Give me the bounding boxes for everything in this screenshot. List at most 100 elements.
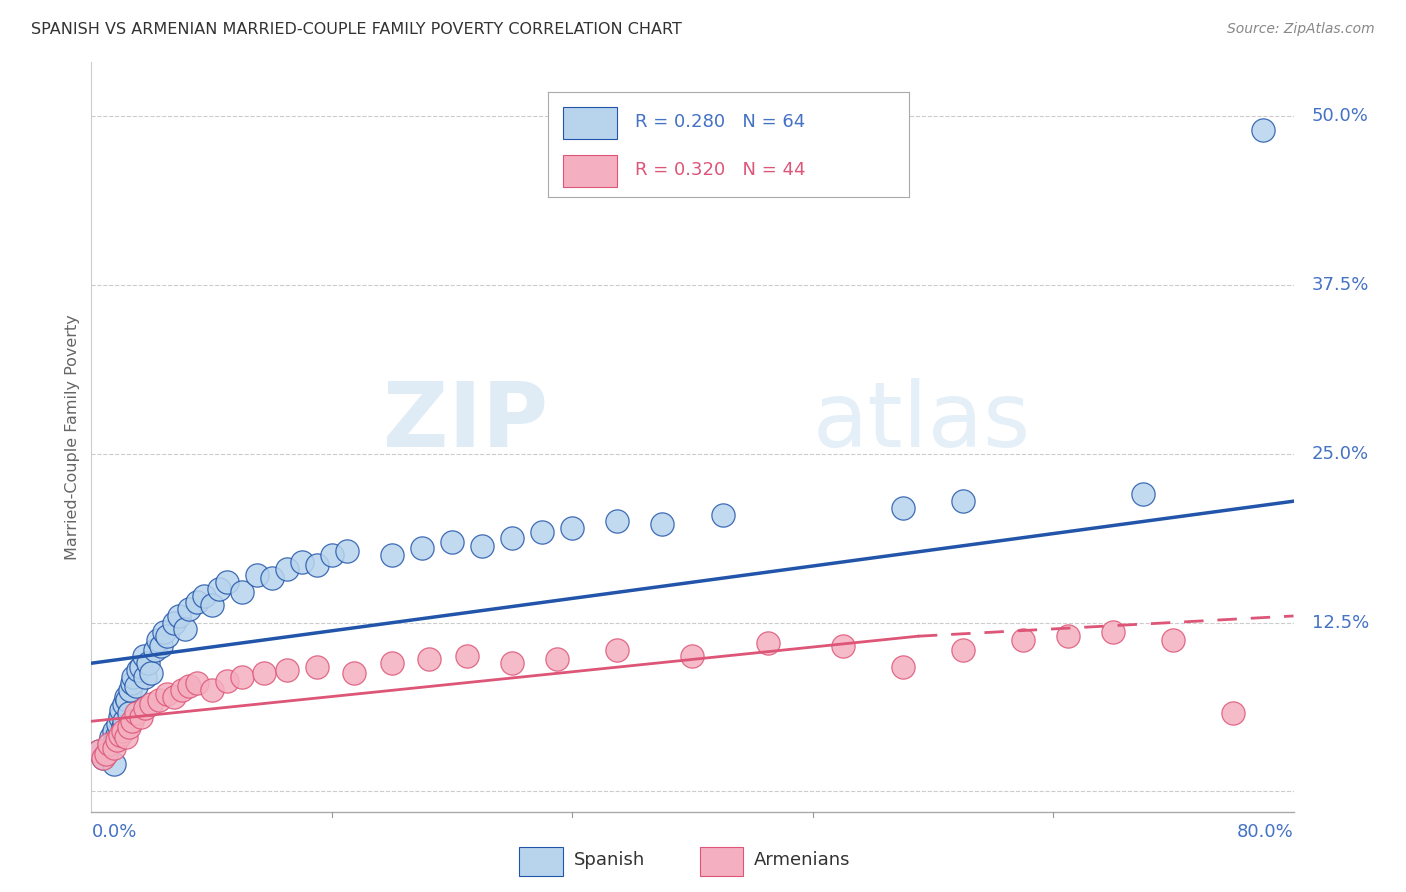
Point [141, 665, 163, 680]
Point [100, 731, 122, 745]
Point [93, 750, 115, 764]
Point [1057, 629, 1080, 643]
Point [111, 723, 134, 738]
Point [681, 649, 703, 664]
Point [381, 548, 404, 562]
Point [440, 534, 463, 549]
Point [305, 558, 328, 572]
Point [148, 692, 170, 706]
Point [134, 700, 156, 714]
Point [118, 706, 141, 721]
Point [215, 575, 238, 590]
Point [108, 710, 131, 724]
Point [651, 517, 673, 532]
Point [129, 710, 152, 724]
Point [163, 615, 186, 630]
Point [146, 633, 169, 648]
Text: 0.0%: 0.0% [91, 822, 136, 840]
Point [891, 500, 914, 515]
Point [155, 629, 177, 643]
Point [105, 733, 128, 747]
Point [208, 582, 231, 596]
Point [411, 541, 433, 556]
Point [132, 649, 155, 664]
Point [1132, 487, 1154, 501]
Point [471, 539, 494, 553]
Point [120, 683, 142, 698]
Point [129, 660, 152, 674]
Point [125, 679, 148, 693]
Point [118, 720, 141, 734]
Point [501, 531, 523, 545]
Point [381, 657, 404, 671]
Point [1102, 625, 1125, 640]
Point [321, 548, 343, 562]
Point [343, 665, 366, 680]
Point [1222, 706, 1244, 721]
Point [143, 642, 166, 657]
Point [98, 737, 121, 751]
Point [122, 670, 145, 684]
Point [291, 555, 314, 569]
Point [276, 663, 298, 677]
Text: Source: ZipAtlas.com: Source: ZipAtlas.com [1227, 22, 1375, 37]
Text: SPANISH VS ARMENIAN MARRIED-COUPLE FAMILY POVERTY CORRELATION CHART: SPANISH VS ARMENIAN MARRIED-COUPLE FAMIL… [31, 22, 682, 37]
Point [103, 757, 125, 772]
Point [177, 679, 200, 693]
Point [105, 728, 128, 742]
Point [756, 636, 779, 650]
Point [1253, 123, 1275, 137]
Point [149, 639, 172, 653]
Text: 12.5%: 12.5% [1312, 614, 1369, 632]
Point [127, 663, 149, 677]
Point [606, 642, 628, 657]
Text: 37.5%: 37.5% [1312, 277, 1369, 294]
Point [125, 706, 148, 721]
Point [891, 660, 914, 674]
Point [501, 657, 523, 671]
Text: atlas: atlas [813, 378, 1031, 467]
Point [87, 744, 110, 758]
Point [96, 747, 118, 761]
Point [711, 508, 734, 522]
Point [831, 639, 853, 653]
Point [1012, 633, 1035, 648]
Text: 50.0%: 50.0% [1312, 107, 1368, 126]
Point [1161, 633, 1184, 648]
Point [231, 584, 253, 599]
Point [531, 525, 554, 540]
Point [87, 744, 110, 758]
Point [103, 741, 125, 756]
Point [152, 625, 174, 640]
Point [104, 733, 127, 747]
Point [561, 521, 583, 535]
Point [305, 660, 328, 674]
Text: 80.0%: 80.0% [1237, 822, 1294, 840]
Point [163, 690, 186, 704]
Point [952, 494, 974, 508]
Point [546, 652, 568, 666]
Point [276, 562, 298, 576]
Point [606, 515, 628, 529]
Point [418, 652, 440, 666]
Point [193, 589, 215, 603]
Point [231, 670, 253, 684]
Point [201, 683, 224, 698]
Point [170, 683, 193, 698]
Point [167, 609, 190, 624]
Point [253, 665, 276, 680]
Point [121, 714, 143, 729]
Text: ZIP: ZIP [382, 378, 548, 467]
Point [456, 649, 478, 664]
Point [93, 750, 115, 764]
Point [336, 544, 359, 558]
Point [134, 670, 156, 684]
Point [111, 720, 134, 734]
Point [215, 673, 238, 688]
Point [96, 747, 118, 761]
Point [114, 697, 136, 711]
Point [98, 737, 121, 751]
Point [115, 731, 138, 745]
Point [246, 568, 269, 582]
Point [260, 571, 283, 585]
